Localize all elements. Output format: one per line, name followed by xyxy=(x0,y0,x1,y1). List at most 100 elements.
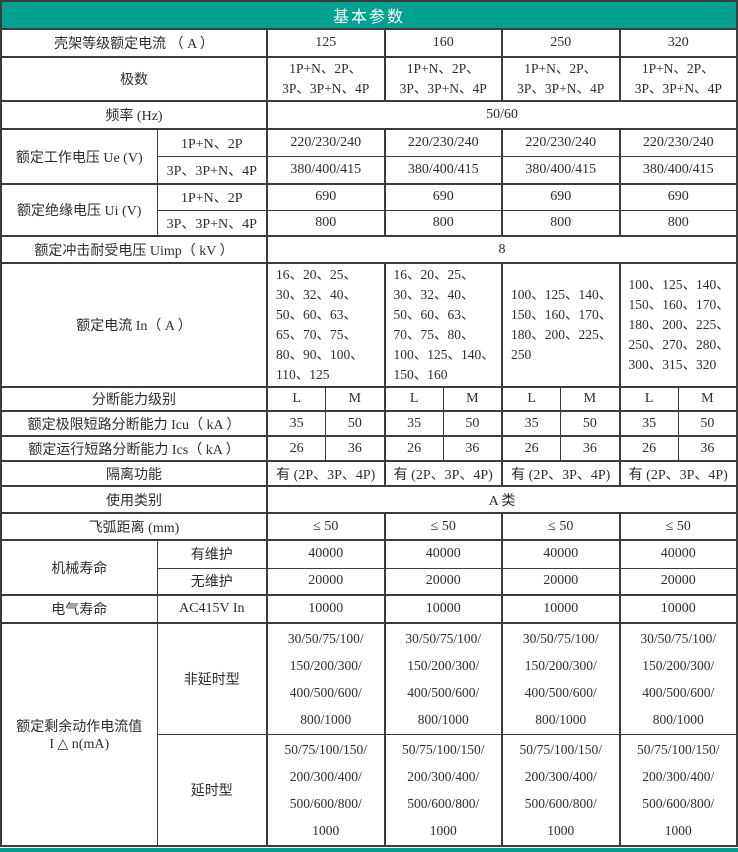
ue-value: 220/230/240 xyxy=(383,128,503,157)
ue-value: 380/400/415 xyxy=(501,155,620,185)
isolation-value: 有 (2P、3P、4P) xyxy=(383,460,503,487)
rated-current-value: 100、125、140、 150、160、170、 180、200、225、 2… xyxy=(501,262,620,388)
frame-current-label: 壳架等级额定电流 （ A ） xyxy=(0,28,268,58)
row-isolation: 隔离功能 有 (2P、3P、4P) 有 (2P、3P、4P) 有 (2P、3P、… xyxy=(0,460,738,487)
frame-current-value: 250 xyxy=(501,28,620,58)
row-poles: 极数 1P+N、2P、 3P、3P+N、4P 1P+N、2P、 3P、3P+N、… xyxy=(0,56,738,102)
rated-current-value: 16、20、25、 30、32、40、 50、60、63、 65、70、75、 … xyxy=(266,262,385,388)
ue-sub-label: 3P、3P+N、4P xyxy=(156,155,268,185)
residual-current-value: 50/75/100/150/ 200/300/400/ 500/600/800/… xyxy=(383,734,503,847)
mechanical-life-value: 40000 xyxy=(266,539,385,569)
breaking-level-m: M xyxy=(560,386,620,412)
breaking-level-m: M xyxy=(677,386,738,412)
icu-value-m: 50 xyxy=(325,410,385,437)
row-residual-current-1: 额定剩余动作电流值 I △ n(mA) 非延时型 30/50/75/100/ 1… xyxy=(0,622,738,847)
frame-current-value: 160 xyxy=(383,28,503,58)
arc-distance-label: 飞弧距离 (mm) xyxy=(0,512,268,541)
ue-value: 220/230/240 xyxy=(266,128,385,157)
isolation-value: 有 (2P、3P、4P) xyxy=(501,460,620,487)
isolation-value: 有 (2P、3P、4P) xyxy=(618,460,738,487)
bottom-accent-bar xyxy=(0,848,738,852)
mechanical-life-sub-label: 无维护 xyxy=(156,567,268,596)
icu-value-l: 35 xyxy=(383,410,444,437)
icu-value-l: 35 xyxy=(266,410,327,437)
row-ics: 额定运行短路分断能力 Ics（ kA ） 26 36 26 36 26 36 2… xyxy=(0,435,738,462)
residual-current-sub-label: 延时型 xyxy=(156,734,268,847)
poles-value: 1P+N、2P、 3P、3P+N、4P xyxy=(501,56,620,102)
icu-value-m: 50 xyxy=(442,410,503,437)
icu-label: 额定极限短路分断能力 Icu（ kA ） xyxy=(0,410,268,437)
mechanical-life-value: 40000 xyxy=(618,539,738,569)
residual-current-value: 50/75/100/150/ 200/300/400/ 500/600/800/… xyxy=(501,734,620,847)
frequency-label: 频率 (Hz) xyxy=(0,100,268,130)
row-frame-current: 壳架等级额定电流 （ A ） 125 160 250 320 xyxy=(0,28,738,58)
icu-value-l: 35 xyxy=(618,410,679,437)
ics-value-m: 36 xyxy=(325,435,385,462)
ics-value-l: 26 xyxy=(501,435,562,462)
rated-current-value: 100、125、140、 150、160、170、 180、200、225、 2… xyxy=(618,262,738,388)
rated-current-label: 额定电流 In（ A ） xyxy=(0,262,268,388)
uimp-value: 8 xyxy=(265,235,738,264)
mechanical-life-value: 20000 xyxy=(383,567,503,596)
mechanical-life-label: 机械寿命 xyxy=(0,539,158,596)
category-value: A 类 xyxy=(265,485,738,514)
row-electrical-life: 电气寿命 AC415V In 10000 10000 10000 10000 xyxy=(0,594,738,624)
mechanical-life-value: 40000 xyxy=(383,539,503,569)
row-uimp: 额定冲击耐受电压 Uimp（ kV ） 8 xyxy=(0,235,738,264)
frame-current-value: 320 xyxy=(618,28,738,58)
row-icu: 额定极限短路分断能力 Icu（ kA ） 35 50 35 50 35 50 3… xyxy=(0,410,738,437)
row-breaking-level: 分断能力级别 L M L M L M L M xyxy=(0,386,738,412)
ui-sub-label: 3P、3P+N、4P xyxy=(156,209,268,237)
row-ui-1: 额定绝缘电压 Ui (V) 1P+N、2P 690 690 690 690 xyxy=(0,183,738,237)
mechanical-life-value: 20000 xyxy=(266,567,385,596)
icu-value-m: 50 xyxy=(560,410,620,437)
residual-current-value: 30/50/75/100/ 150/200/300/ 400/500/600/ … xyxy=(383,622,503,735)
residual-current-label: 额定剩余动作电流值 I △ n(mA) xyxy=(0,622,158,847)
electrical-life-value: 10000 xyxy=(501,594,620,624)
row-residual-current-2: 延时型 50/75/100/150/ 200/300/400/ 500/600/… xyxy=(1,734,738,847)
arc-distance-value: ≤ 50 xyxy=(383,512,503,541)
frequency-value: 50/60 xyxy=(265,100,738,130)
row-frequency: 频率 (Hz) 50/60 xyxy=(0,100,738,130)
ui-value: 690 xyxy=(501,183,620,211)
ics-value-m: 36 xyxy=(442,435,503,462)
row-arc-distance: 飞弧距离 (mm) ≤ 50 ≤ 50 ≤ 50 ≤ 50 xyxy=(0,512,738,541)
breaking-level-l: L xyxy=(266,386,327,412)
arc-distance-value: ≤ 50 xyxy=(618,512,738,541)
poles-value: 1P+N、2P、 3P、3P+N、4P xyxy=(266,56,385,102)
residual-current-value: 30/50/75/100/ 150/200/300/ 400/500/600/ … xyxy=(618,622,738,735)
ue-value: 380/400/415 xyxy=(618,155,738,185)
row-category: 使用类别 A 类 xyxy=(0,485,738,514)
row-mechanical-life-1: 机械寿命 有维护 40000 40000 40000 40000 xyxy=(0,539,738,596)
ui-value: 800 xyxy=(266,209,385,237)
row-ue-2: 3P、3P+N、4P 380/400/415 380/400/415 380/4… xyxy=(1,155,738,185)
ui-value: 800 xyxy=(501,209,620,237)
row-rated-current: 额定电流 In（ A ） 16、20、25、 30、32、40、 50、60、6… xyxy=(0,262,738,388)
breaking-level-l: L xyxy=(618,386,679,412)
breaking-level-m: M xyxy=(325,386,385,412)
icu-value-m: 50 xyxy=(677,410,738,437)
residual-current-value: 30/50/75/100/ 150/200/300/ 400/500/600/ … xyxy=(266,622,385,735)
ui-value: 800 xyxy=(618,209,738,237)
ics-label: 额定运行短路分断能力 Ics（ kA ） xyxy=(0,435,268,462)
ui-label: 额定绝缘电压 Ui (V) xyxy=(0,183,158,237)
mechanical-life-value: 40000 xyxy=(501,539,620,569)
residual-current-value: 50/75/100/150/ 200/300/400/ 500/600/800/… xyxy=(618,734,738,847)
electrical-life-value: 10000 xyxy=(618,594,738,624)
ue-sub-label: 1P+N、2P xyxy=(156,128,268,157)
table-title: 基本参数 xyxy=(0,0,738,30)
ui-value: 690 xyxy=(266,183,385,211)
poles-label: 极数 xyxy=(0,56,268,102)
arc-distance-value: ≤ 50 xyxy=(266,512,385,541)
ue-value: 220/230/240 xyxy=(618,128,738,157)
ue-value: 220/230/240 xyxy=(501,128,620,157)
ui-value: 800 xyxy=(383,209,503,237)
breaking-level-l: L xyxy=(501,386,562,412)
uimp-label: 额定冲击耐受电压 Uimp（ kV ） xyxy=(0,235,268,264)
mechanical-life-value: 20000 xyxy=(501,567,620,596)
ui-value: 690 xyxy=(618,183,738,211)
ue-value: 380/400/415 xyxy=(266,155,385,185)
residual-current-sub-label: 非延时型 xyxy=(156,622,268,735)
